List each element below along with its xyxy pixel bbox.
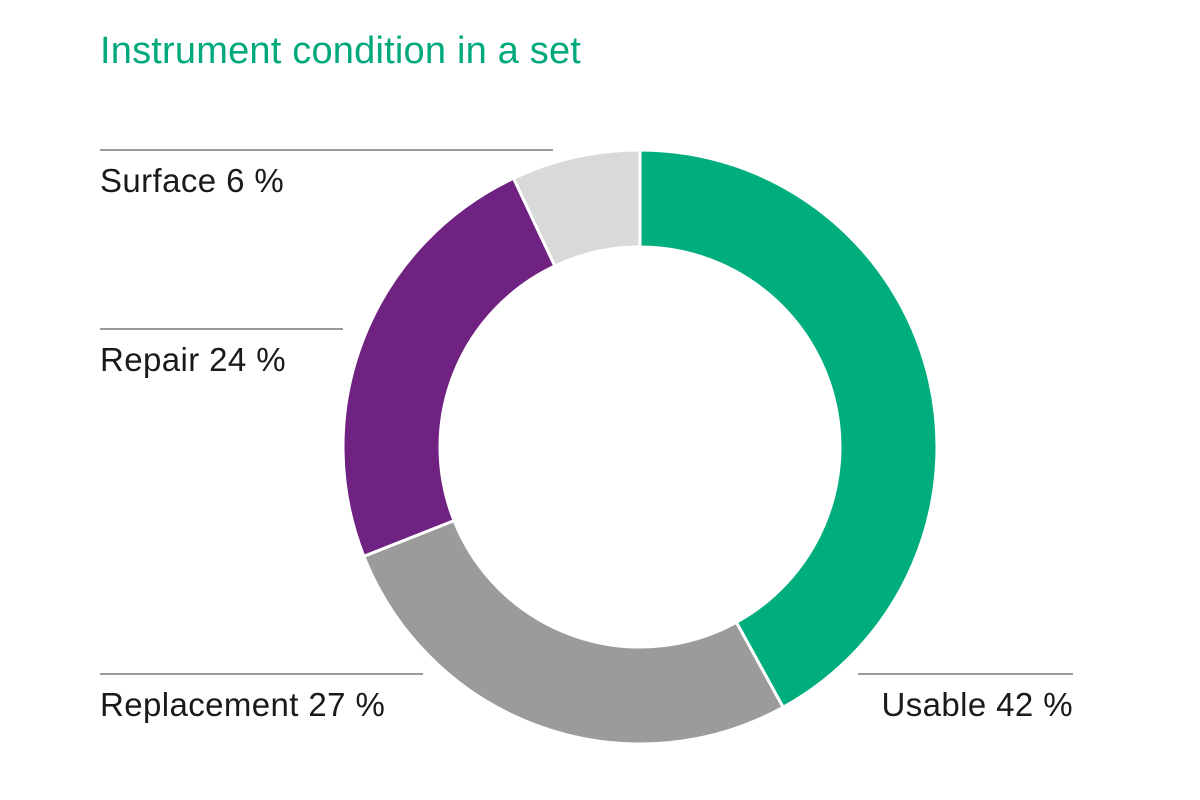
segment-repair <box>341 176 557 559</box>
callout-usable: Usable 42 % <box>858 673 1073 724</box>
label-surface: Surface 6 % <box>100 161 285 199</box>
chart-title: Instrument condition in a set <box>100 30 582 72</box>
callout-repair: Repair 24 % <box>100 328 343 379</box>
segment-usable <box>638 148 939 710</box>
label-replacement: Replacement 27 % <box>100 685 386 723</box>
callout-surface: Surface 6 % <box>100 149 553 200</box>
callout-replacement: Replacement 27 % <box>100 673 423 724</box>
segment-surface <box>511 148 642 269</box>
leader-line-repair <box>100 328 343 330</box>
label-usable: Usable 42 % <box>881 685 1073 723</box>
segment-replacement <box>361 518 786 746</box>
leader-line-usable <box>858 673 1073 675</box>
leader-line-replacement <box>100 673 423 675</box>
label-repair: Repair 24 % <box>100 340 286 378</box>
leader-line-surface <box>100 149 553 151</box>
